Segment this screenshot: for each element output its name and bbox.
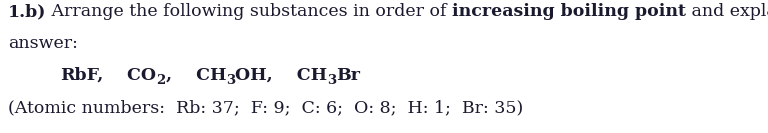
Text: Arrange the following substances in order of: Arrange the following substances in orde… <box>46 3 452 20</box>
Text: CO: CO <box>104 67 157 84</box>
Text: 3: 3 <box>327 74 336 87</box>
Text: ,    CH: , CH <box>166 67 226 84</box>
Text: OH,    CH: OH, CH <box>235 67 327 84</box>
Text: 2: 2 <box>157 74 166 87</box>
Text: increasing boiling point: increasing boiling point <box>452 3 687 20</box>
Text: RbF,: RbF, <box>60 67 104 84</box>
Text: 3: 3 <box>226 74 235 87</box>
Text: (Atomic numbers:  Rb: 37;  F: 9;  C: 6;  O: 8;  H: 1;  Br: 35): (Atomic numbers: Rb: 37; F: 9; C: 6; O: … <box>8 99 523 116</box>
Text: 1.b): 1.b) <box>8 3 46 20</box>
Text: answer:: answer: <box>8 35 78 52</box>
Text: and explain your: and explain your <box>687 3 768 20</box>
Text: Br: Br <box>336 67 360 84</box>
